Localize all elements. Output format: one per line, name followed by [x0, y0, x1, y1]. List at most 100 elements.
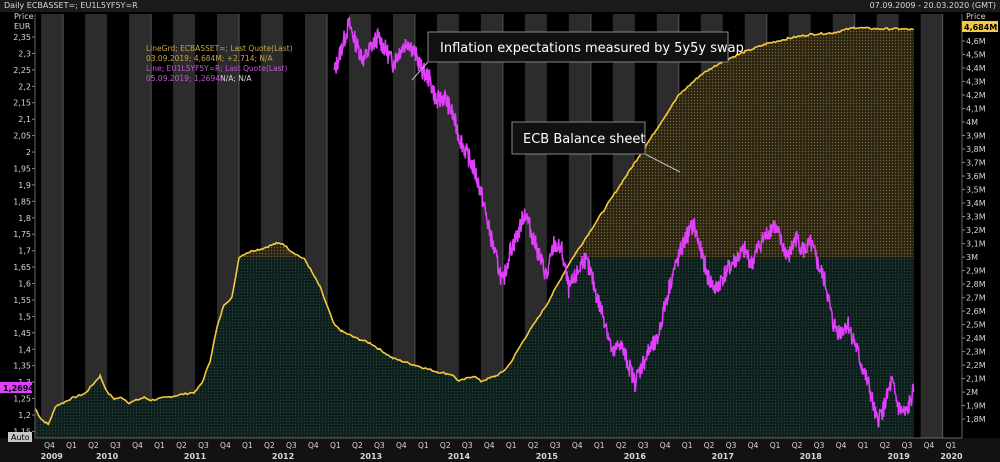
left-tick-label: 2,35: [13, 33, 31, 42]
quarter-tick-label: Q1: [858, 441, 869, 450]
quarter-tick-label: Q2: [792, 441, 803, 450]
chart-title: Daily ECBASSET=; EU1L5YF5Y=R: [4, 1, 138, 10]
right-tick-label: 2,1M: [966, 375, 986, 384]
right-tick-label: 2,9M: [966, 267, 986, 276]
right-tick-label: 3,7M: [966, 159, 986, 168]
right-tick-label: 3,1M: [966, 240, 986, 249]
quarter-tick-label: Q4: [308, 441, 319, 450]
quarter-tick-label: Q2: [440, 441, 451, 450]
quarter-tick-label: Q1: [506, 441, 517, 450]
right-axis-title: Price: [966, 12, 986, 21]
quarter-tick-label: Q1: [154, 441, 165, 450]
quarter-column: [173, 14, 196, 438]
legend-line1-name: LineGrd; ECBASSET=; Last Quote(Last): [146, 44, 293, 53]
year-tick-label: 2014: [448, 452, 471, 461]
right-tick-label: 2,4M: [966, 334, 986, 343]
legend-line2-suffix: N/A; N/A: [220, 74, 252, 83]
left-tick-label: 2,1: [18, 115, 31, 124]
left-tick-label: 2,05: [13, 132, 31, 141]
right-tick-label: 4,6M: [966, 37, 986, 46]
auto-scale-button[interactable]: [8, 432, 32, 442]
quarter-tick-label: Q2: [704, 441, 715, 450]
left-tick-label: 1,6: [18, 280, 31, 289]
left-tick-label: 1,15: [13, 427, 31, 436]
quarter-column: [480, 14, 503, 438]
left-axis: 1,151,21,251,31,351,41,451,51,551,61,651…: [13, 14, 36, 438]
year-tick-label: 2017: [712, 452, 734, 461]
quarter-tick-label: Q4: [132, 441, 143, 450]
quarter-column: [85, 14, 108, 438]
right-tick-label: 3,4M: [966, 199, 986, 208]
year-tick-label: 2013: [360, 452, 382, 461]
quarter-tick-label: Q2: [352, 441, 363, 450]
right-axis: 1,8M 1,9M 2M 2,1M 2,2M 2,3M 2,4M 2,5M 2,6M 2,7M 2,…: [961, 14, 986, 438]
quarter-tick-label: Q4: [836, 441, 847, 450]
quarter-column: [129, 14, 152, 438]
right-tick-label: 4,1M: [966, 105, 986, 114]
balance-callout-text: ECB Balance sheet: [523, 132, 645, 147]
right-tick-label: 2M: [966, 388, 978, 397]
quarter-tick-label: Q3: [462, 441, 473, 450]
legend-line2-value: 05.09.2019; 1,2694: [146, 74, 220, 83]
left-tick-label: 1,25: [13, 395, 31, 404]
quarter-tick-label: Q3: [198, 441, 209, 450]
year-tick-label: 2009: [41, 452, 64, 461]
inflation-callout-pointer: [411, 61, 429, 81]
balance-line: [34, 26, 915, 426]
quarter-tick-label: Q3: [550, 441, 561, 450]
right-tick-label: 3,2M: [966, 226, 986, 235]
quarter-column: [41, 14, 64, 438]
chart-title-bar: Daily ECBASSET=; EU1L5YF5Y=R 07.09.2009 …: [0, 0, 1000, 12]
right-tick-label: 3,9M: [966, 132, 986, 141]
left-tick-label: 2,25: [13, 66, 31, 75]
left-tick-label: 2,15: [13, 99, 31, 108]
inflation-line: [333, 16, 915, 428]
year-tick-label: 2018: [800, 452, 823, 461]
right-tick-label: 4,3M: [966, 78, 986, 87]
quarter-tick-label: Q1: [682, 441, 693, 450]
quarter-tick-label: Q4: [748, 441, 759, 450]
legend-line2-name: Line; EU1L5YF5Y=R; Last Quote(Last): [146, 64, 288, 73]
year-tick-label: 2012: [272, 452, 294, 461]
quarter-tick-label: Q2: [264, 441, 275, 450]
right-tick-label: 1,8M: [966, 415, 986, 424]
right-tick-label: 2,7M: [966, 294, 986, 303]
quarter-column: [348, 14, 371, 438]
left-tick-label: 1,8: [18, 214, 31, 223]
left-tick-label: 1,7: [18, 247, 31, 256]
quarter-tick-label: Q3: [814, 441, 825, 450]
right-tick-label: 4M: [966, 118, 978, 127]
legend-line1-value: 03.09.2019; 4,684M; +2.714; N/A: [146, 54, 274, 63]
left-tick-label: 1,95: [13, 164, 31, 173]
quarter-tick-label: Q1: [242, 441, 253, 450]
quarter-tick-label: Q4: [396, 441, 407, 450]
balance-callout-pointer: [644, 153, 681, 173]
quarter-tick-label: Q3: [902, 441, 913, 450]
left-tick-label: 1,75: [13, 230, 31, 239]
right-tick-label: 2,6M: [966, 307, 986, 316]
quarter-tick-label: Q2: [176, 441, 187, 450]
quarter-tick-label: Q3: [286, 441, 297, 450]
legend-line2-value-row: 05.09.2019; 1,2694N/A; N/A: [146, 74, 252, 83]
year-tick-label: 2015: [536, 452, 559, 461]
quarter-tick-label: Q4: [924, 441, 935, 450]
left-tick-label: 1,65: [13, 263, 31, 272]
right-tick-label: 3,8M: [966, 145, 986, 154]
quarter-column: [392, 14, 415, 438]
quarter-tick-label: Q2: [880, 441, 891, 450]
quarter-tick-label: Q2: [88, 441, 99, 450]
balance-marker-value: 4,684M: [964, 23, 997, 32]
left-tick-label: 2,2: [18, 82, 31, 91]
quarter-tick-label: Q4: [660, 441, 671, 450]
quarter-column: [920, 14, 943, 438]
right-tick-label: 4,5M: [966, 51, 986, 60]
x-axis: Q4 Q1 Q2 Q3 Q4 Q1 Q2 Q3 Q4 Q1 Q2 Q3 Q4 Q1 Q2 Q3 Q4 Q1 Q2 Q3…: [0, 437, 1000, 462]
quarter-tick-label: Q3: [726, 441, 737, 450]
right-tick-label: 3,5M: [966, 186, 986, 195]
left-tick-label: 2,3: [18, 49, 31, 58]
inflation-callout-box: [427, 31, 729, 63]
quarter-tick-label: Q4: [220, 441, 231, 450]
right-tick-label: 4,4M: [966, 64, 986, 73]
